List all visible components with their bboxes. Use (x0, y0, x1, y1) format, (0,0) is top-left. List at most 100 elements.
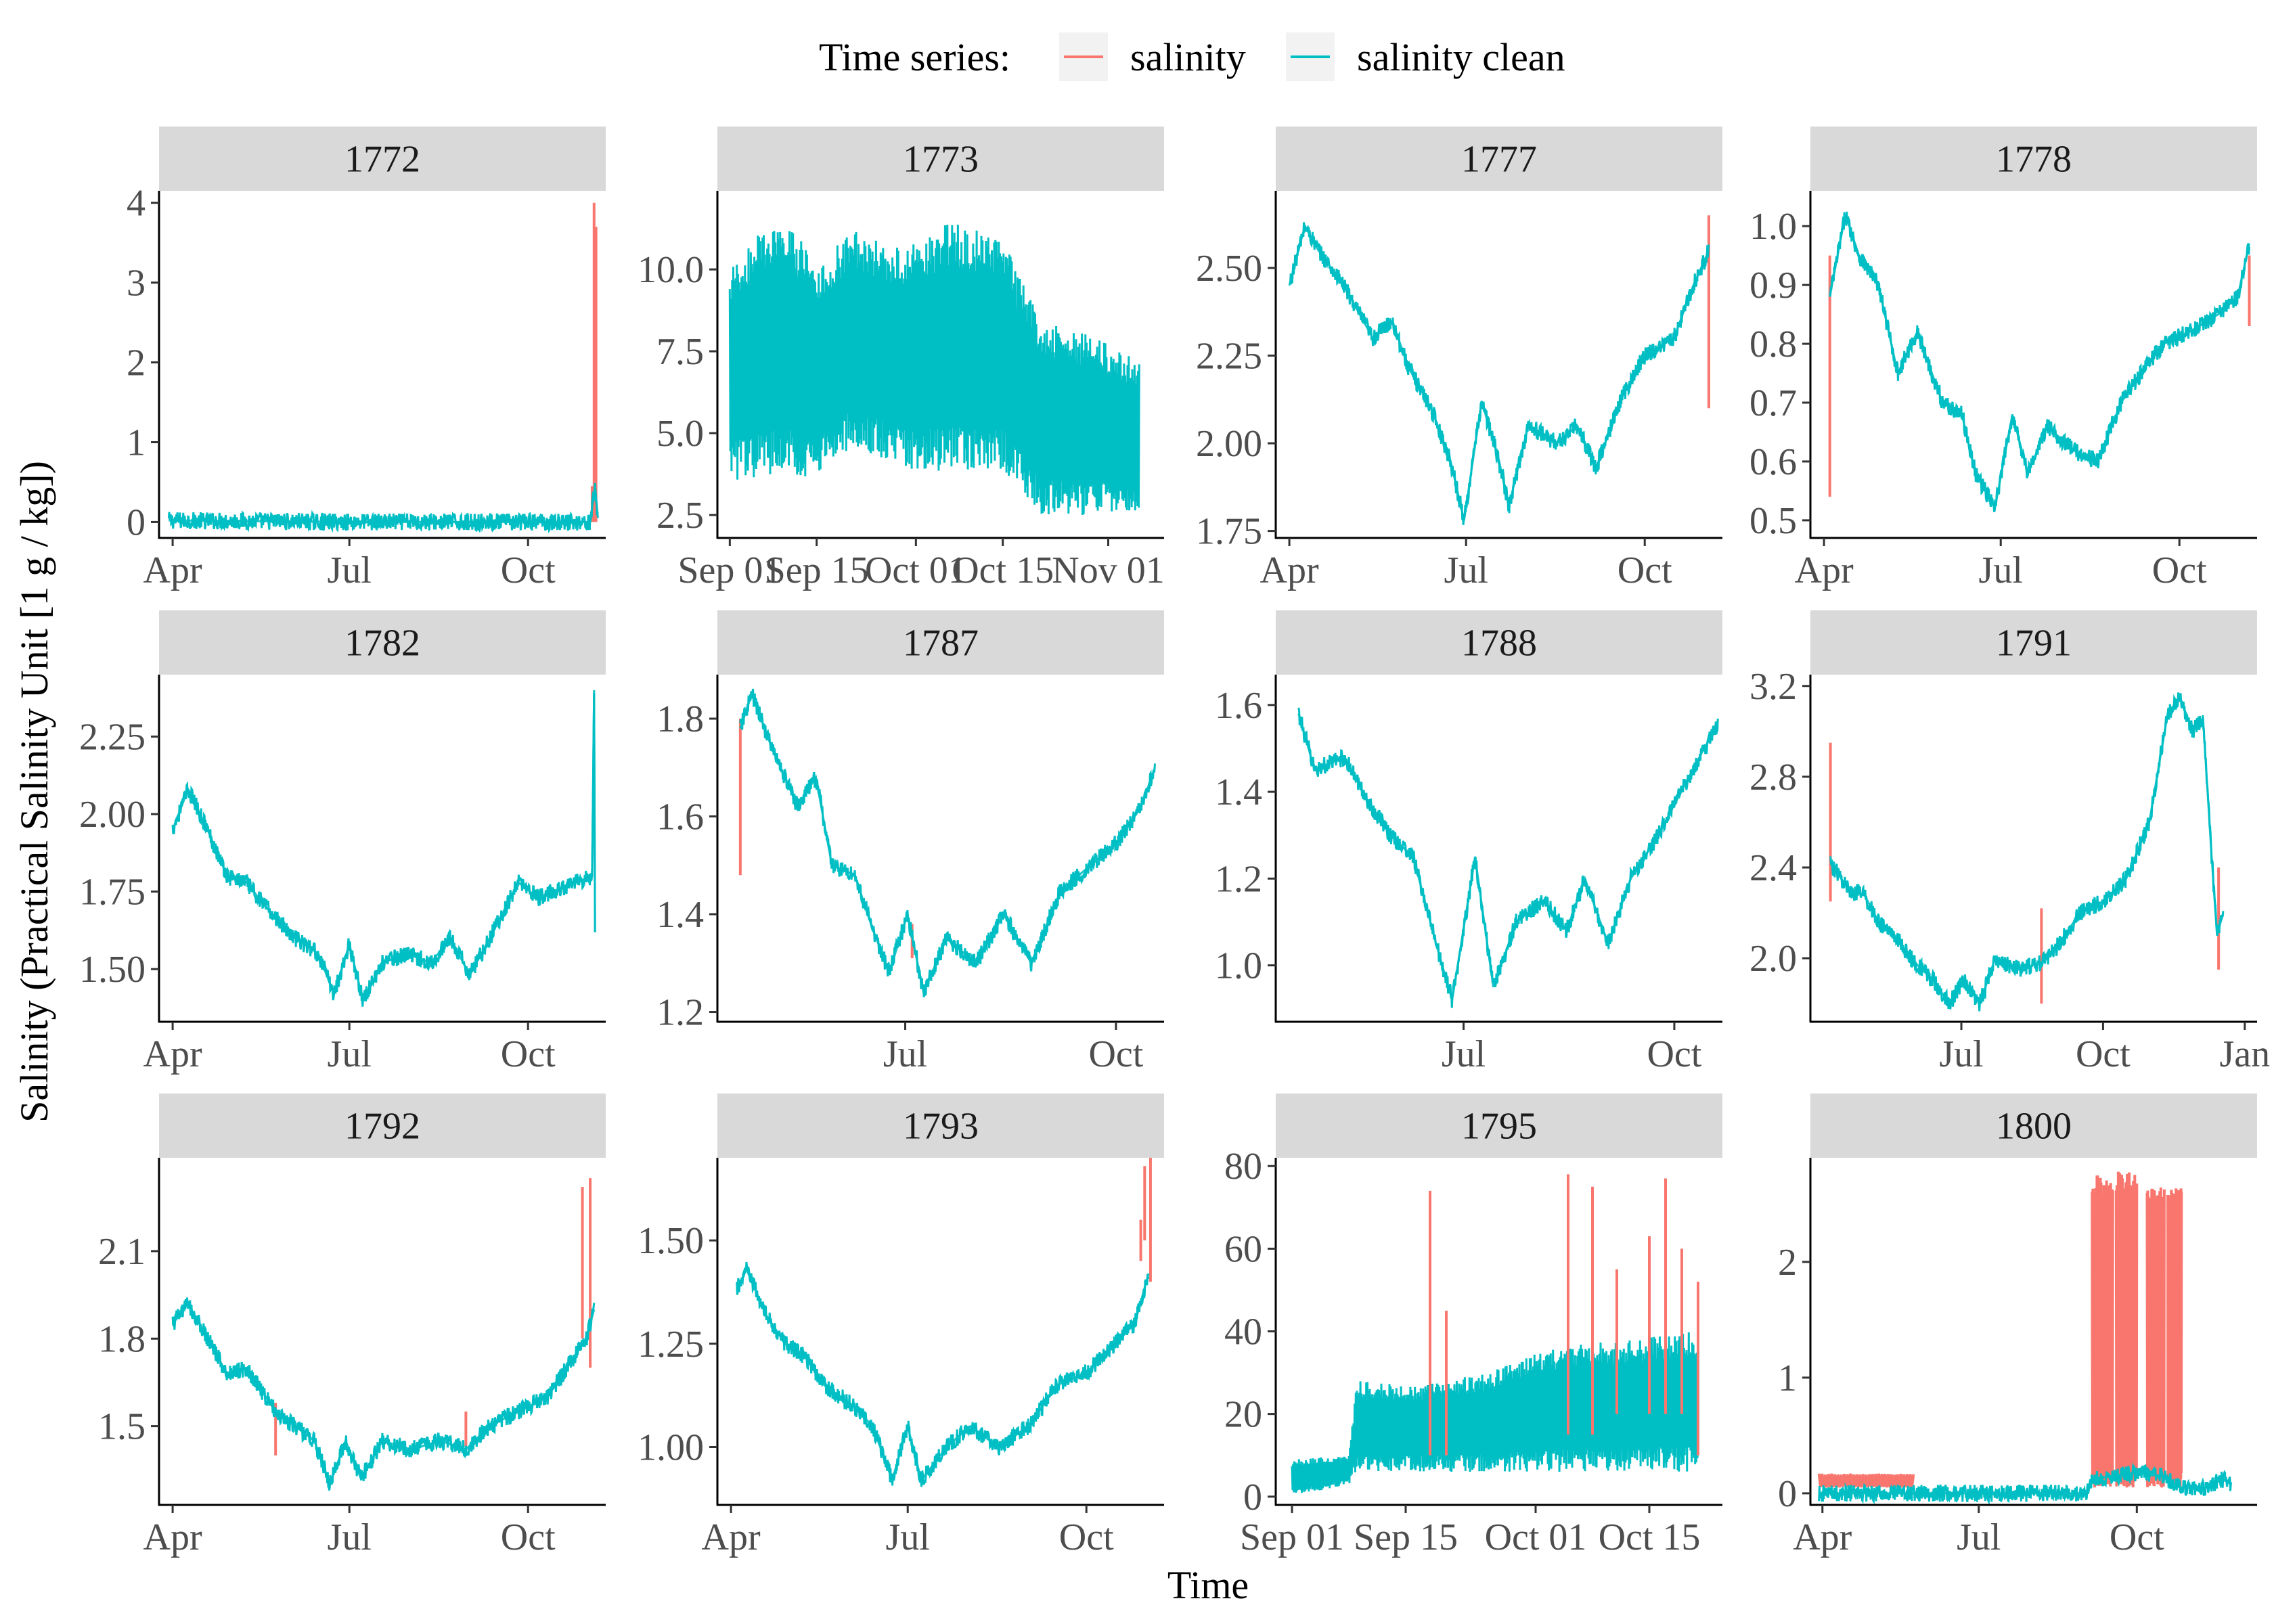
panel-1778: 1778 0.5 0.6 0.7 0.8 0.9 1.0 Apr Jul Oct (1749, 127, 2257, 591)
series-line-salinity-clean (1829, 692, 2225, 1012)
y-tick-label: 1.2 (656, 992, 704, 1034)
x-tick-label: Nov 01 (1052, 549, 1164, 591)
x-tick-label: Oct (501, 549, 556, 591)
series-line-salinity-clean (1291, 1332, 1699, 1493)
y-tick-label: 2.25 (1196, 336, 1262, 378)
panel-title: 1777 (1461, 139, 1537, 181)
y-tick-label: 4 (127, 183, 146, 225)
x-tick-label: Apr (143, 549, 202, 591)
y-tick-label: 20 (1224, 1394, 1262, 1436)
x-tick-label: Apr (1793, 1516, 1852, 1558)
x-tick-label: Jul (886, 1516, 930, 1558)
series-line-salinity-clean (1829, 211, 2250, 512)
series-line-salinity-clean (171, 1297, 596, 1491)
plot-area (171, 1178, 596, 1491)
y-tick-label: 1 (127, 422, 146, 464)
x-tick-label: Oct (1618, 549, 1672, 591)
panels: 1772 0 1 2 3 4 Apr Jul Oct 1773 2.5 5.0 7.5 10.0 Sep 0… (79, 127, 2270, 1558)
y-tick-label: 1.0 (1749, 206, 1797, 248)
series-line-salinity (2145, 1187, 2166, 1488)
plot-area (738, 688, 1156, 997)
series-line-salinity-clean (171, 693, 596, 1007)
x-tick-label: Sep 01 (677, 549, 782, 591)
series-line-salinity-clean-trend (739, 691, 1156, 996)
panel-strip (1810, 610, 2257, 675)
panel-1787: 1787 1.2 1.4 1.6 1.8 Jul Oct (656, 610, 1164, 1075)
y-tick-label: 3.2 (1749, 666, 1797, 708)
y-tick-label: 1.4 (656, 894, 704, 936)
panel-strip (1276, 610, 1722, 675)
panel-title: 1787 (903, 623, 979, 664)
x-tick-label: Oct 15 (1599, 1516, 1701, 1558)
x-tick-label: Jul (328, 1033, 372, 1075)
x-tick-label: Sep 15 (765, 549, 869, 591)
y-tick-label: 1.2 (1215, 858, 1262, 900)
y-tick-label: 40 (1224, 1311, 1262, 1353)
plot-area (1291, 1174, 1699, 1493)
series-line-salinity-clean (728, 225, 1140, 516)
x-tick-label: Jul (1442, 1033, 1486, 1075)
x-tick-label: Oct (1088, 1033, 1143, 1075)
panel-1800: 1800 0 1 2 Apr Jul Oct (1778, 1093, 2257, 1558)
panel-title: 1778 (1996, 139, 2072, 181)
panel-1788: 1788 1.0 1.2 1.4 1.6 Jul Oct (1215, 610, 1722, 1075)
y-tick-label: 2.00 (1196, 423, 1262, 465)
x-tick-label: Jan (2219, 1033, 2270, 1075)
plot-area (728, 225, 1140, 516)
legend-title: Time series: (819, 35, 1010, 79)
series-line-salinity-clean-trend (1288, 223, 1710, 521)
plot-area (1828, 211, 2251, 512)
y-tick-label: 2.1 (98, 1231, 146, 1273)
x-tick-label: Apr (143, 1516, 202, 1558)
plot-area (736, 1158, 1152, 1487)
plot-area (167, 202, 599, 534)
y-tick-label: 0.9 (1749, 265, 1797, 307)
y-tick-label: 0 (127, 501, 146, 543)
series-line-salinity-clean (739, 688, 1156, 997)
x-tick-label: Jul (1939, 1033, 1983, 1075)
x-tick-label: Sep 15 (1354, 1516, 1458, 1558)
panel-1782: 1782 1.50 1.75 2.00 2.25 Apr Jul Oct (79, 610, 606, 1075)
x-tick-label: Apr (1260, 549, 1319, 591)
x-tick-label: Jul (328, 549, 372, 591)
y-tick-label: 1.75 (79, 872, 146, 914)
panel-1772: 1772 0 1 2 3 4 Apr Jul Oct (127, 127, 606, 591)
x-tick-label: Jul (1979, 549, 2023, 591)
series-line-salinity-clean-trend (169, 486, 599, 523)
x-tick-label: Sep 01 (1240, 1516, 1344, 1558)
panel-title: 1792 (344, 1106, 420, 1148)
x-tick-label: Jul (1957, 1516, 2001, 1558)
y-tick-label: 1.6 (1215, 685, 1262, 727)
x-tick-label: Oct (2110, 1516, 2164, 1558)
x-tick-label: Oct (2152, 549, 2207, 591)
y-tick-label: 0 (1778, 1473, 1797, 1515)
y-tick-label: 60 (1224, 1228, 1262, 1270)
x-tick-label: Oct 15 (952, 549, 1054, 591)
panel-strip (717, 610, 1164, 675)
series-line-salinity (2166, 1188, 2183, 1487)
panel-title: 1788 (1461, 623, 1537, 664)
y-tick-label: 1.25 (638, 1324, 704, 1366)
y-tick-label: 10.0 (638, 249, 704, 291)
x-tick-label: Jul (328, 1516, 372, 1558)
series-line-salinity-clean (1818, 1462, 2233, 1505)
plot-area (1297, 707, 1719, 1008)
x-tick-label: Jul (883, 1033, 927, 1075)
legend-label-salinity: salinity (1130, 35, 1246, 79)
series-line-salinity-clean-trend (1297, 713, 1719, 1001)
y-tick-label: 1.8 (656, 698, 704, 740)
series-line-salinity-clean (167, 482, 599, 534)
y-tick-label: 2 (127, 342, 146, 384)
x-tick-label: Oct (501, 1033, 556, 1075)
series-line-salinity-clean-trend (1829, 214, 2250, 512)
plot-area (1829, 692, 2225, 1012)
panel-title: 1773 (903, 139, 979, 181)
y-tick-label: 2.50 (1196, 248, 1262, 290)
x-tick-label: Apr (1795, 549, 1854, 591)
y-tick-label: 0.7 (1749, 382, 1797, 424)
series-line-salinity-clean-trend (736, 1267, 1150, 1484)
series-line-salinity-clean-trend (1819, 1471, 2232, 1495)
series-line-salinity-clean (1297, 707, 1719, 1008)
series-line-salinity (2114, 1171, 2139, 1488)
